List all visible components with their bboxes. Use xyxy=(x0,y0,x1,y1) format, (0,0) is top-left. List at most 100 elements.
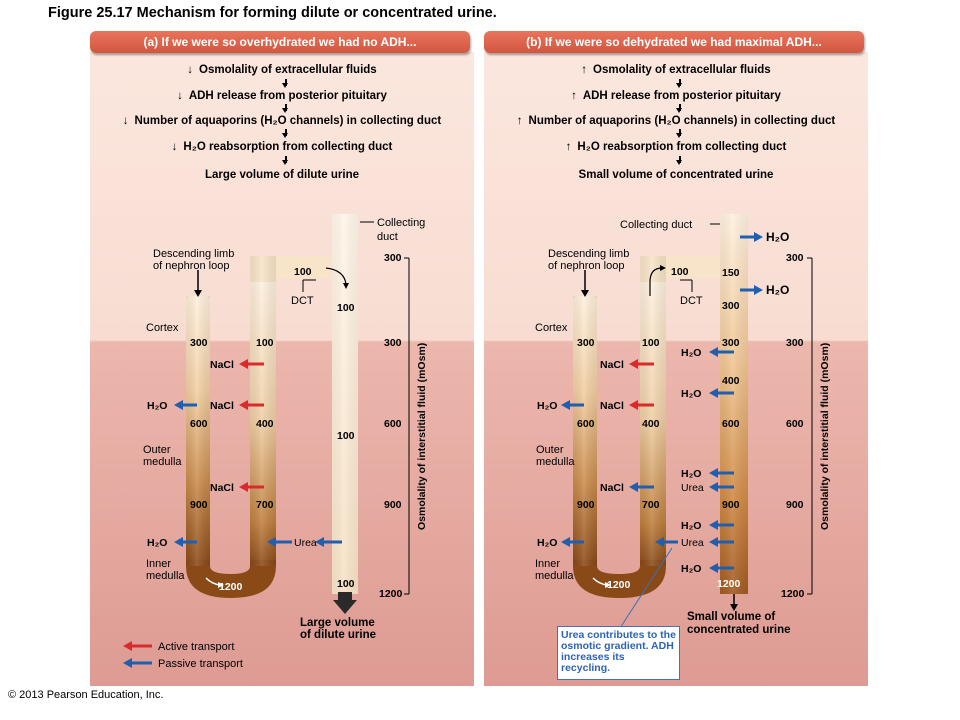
flow-connector-arrow xyxy=(676,79,682,88)
h2o-label: H₂O xyxy=(681,388,701,400)
panel-b-tubes xyxy=(573,214,813,629)
panel-a-duct-value: 100 xyxy=(337,430,355,442)
panel-a-duct-value: 100 xyxy=(337,578,355,590)
panel-a-background xyxy=(90,52,474,686)
panel-a-step-3: ↓ Number of aquaporins (H₂O channels) in … xyxy=(122,115,442,127)
panel-b-ascending-value: 700 xyxy=(642,499,660,511)
h2o-label: H₂O xyxy=(147,537,167,549)
h2o-label: H₂O xyxy=(681,347,701,359)
figure-title: Figure 25.17 Mechanism for forming dilut… xyxy=(48,5,497,21)
panel-a-step-1: ↓ Osmolality of extracellular fluids xyxy=(187,64,377,76)
h2o-label: H₂O xyxy=(537,537,557,549)
passive-transport-arrow xyxy=(315,537,342,547)
nacl-label: NaCl xyxy=(210,400,234,412)
panel-a-axis-value: 300 xyxy=(384,337,402,349)
urea-label: Urea xyxy=(681,482,704,494)
decrease-arrow-icon: ↓ xyxy=(171,141,178,153)
panel-b-duct-value: 400 xyxy=(722,375,740,387)
panel-b-axis-value: 600 xyxy=(786,418,804,430)
panel-a-axis-value: 900 xyxy=(384,499,402,511)
panel-b-inner-medulla-label: Inner medulla xyxy=(535,558,574,582)
nacl-label: NaCl xyxy=(210,482,234,494)
legend-passive-arrow xyxy=(123,658,152,668)
panel-a-duct-value: 100 xyxy=(337,302,355,314)
h2o-label: H₂O xyxy=(766,283,789,297)
panel-b-axis-value: 900 xyxy=(786,499,804,511)
urea-label: Urea xyxy=(681,537,704,549)
panel-a-header: (a) If we were so overhydrated we had no… xyxy=(90,31,470,53)
panel-b-axis-value: 300 xyxy=(786,252,804,264)
panel-b-outer-medulla-label: Outer medulla xyxy=(536,444,575,468)
legend-active-arrow xyxy=(123,641,152,651)
panel-b-step-2: ↑ ADH release from posterior pituitary xyxy=(571,90,781,102)
urea-label: Urea xyxy=(294,537,317,549)
panel-b-labels: Collecting duct Descending limb of nephro… xyxy=(535,219,831,636)
panel-a-inner-medulla-label: Inner medulla xyxy=(146,558,185,582)
h2o-label: H₂O xyxy=(681,520,701,532)
panel-a-header-text: (a) If we were so overhydrated we had no… xyxy=(143,35,417,49)
panel-a-descending-value: 600 xyxy=(190,418,208,430)
panel-b-collecting-duct-label: Collecting duct xyxy=(620,219,692,231)
panel-b-axis-value: 1200 xyxy=(781,588,805,600)
nacl-label: NaCl xyxy=(600,482,624,494)
passive-transport-arrow xyxy=(709,537,734,547)
panel-a-axis-value: 600 xyxy=(384,418,402,430)
flow-connector-arrow xyxy=(676,129,682,138)
panel-b-duct-value: 300 xyxy=(722,337,740,349)
panel-a-descending-limb-label: Descending limb of nephron loop xyxy=(153,248,234,272)
panel-a-outflow-arrow xyxy=(333,592,357,614)
panel-a-descending-value: 900 xyxy=(190,499,208,511)
panel-b-header: (b) If we were so dehydrated we had maxi… xyxy=(484,31,864,53)
panel-a-ascending-value: 400 xyxy=(256,418,274,430)
passive-transport-arrow xyxy=(561,400,584,410)
panel-b-descending-limb-label: Descending limb of nephron loop xyxy=(548,248,629,272)
flow-connector-arrow xyxy=(282,79,288,88)
increase-arrow-icon: ↑ xyxy=(581,64,588,76)
h2o-label: H₂O xyxy=(537,400,557,412)
passive-transport-arrow xyxy=(709,388,734,398)
panel-b-duct-value: 150 xyxy=(722,267,740,279)
h2o-label: H₂O xyxy=(681,468,701,480)
flow-connector-arrow xyxy=(282,156,288,165)
active-transport-arrow xyxy=(239,400,264,410)
h2o-label: H₂O xyxy=(147,400,167,412)
active-transport-arrow xyxy=(629,400,654,410)
nacl-label: NaCl xyxy=(210,359,234,371)
panel-b-descending-value: 600 xyxy=(577,418,595,430)
panel-b-ascending-value: 100 xyxy=(642,337,660,349)
passive-transport-arrow xyxy=(561,537,584,547)
passive-transport-arrow xyxy=(740,232,763,242)
decrease-arrow-icon: ↓ xyxy=(122,115,129,127)
passive-transport-arrow xyxy=(655,537,678,547)
panel-b-duct-value: 300 xyxy=(722,300,740,312)
transport-arrows xyxy=(123,232,763,668)
panel-a-descending-value: 300 xyxy=(190,337,208,349)
increase-arrow-icon: ↑ xyxy=(571,90,577,102)
panel-b-step-5: Small volume of concentrated urine xyxy=(578,169,774,181)
nacl-label: NaCl xyxy=(600,359,624,371)
panel-b-loop-bottom-value: 1200 xyxy=(607,579,631,591)
nacl-label: NaCl xyxy=(600,400,624,412)
active-transport-arrow xyxy=(629,359,654,369)
passive-transport-arrow xyxy=(174,400,197,410)
panel-b-background xyxy=(484,52,868,686)
panel-a-step-2: ↓ ADH release from posterior pituitary xyxy=(177,90,387,102)
panel-a-loop-bend xyxy=(186,560,276,598)
passive-transport-arrow xyxy=(174,537,197,547)
panel-b-axis-label: Osmolality of interstitial fluid (mOsm) xyxy=(819,343,831,530)
passive-transport-arrow xyxy=(709,482,734,492)
panel-a-step-5: Large volume of dilute urine xyxy=(205,169,359,181)
panel-a-outflow-label: Large volume of dilute urine xyxy=(300,617,376,641)
panel-b-cortex-label: Cortex xyxy=(535,322,568,334)
panel-a-collecting-duct-label: Collecting duct xyxy=(377,217,425,243)
panel-a-ascending-value: 700 xyxy=(256,499,274,511)
panel-b-duct-value: 900 xyxy=(722,499,740,511)
panel-a-dct-value: 100 xyxy=(294,266,312,278)
active-transport-arrow xyxy=(239,482,264,492)
panel-a-axis-value: 1200 xyxy=(379,588,403,600)
legend-active-label: Active transport xyxy=(158,641,234,653)
passive-transport-arrow xyxy=(709,563,734,573)
panel-b-step-3: ↑ Number of aquaporins (H₂O channels) in … xyxy=(516,115,836,127)
panel-a-labels: Collecting duct Descending limb of nephron… xyxy=(143,217,428,641)
panel-a-ascending-value: 100 xyxy=(256,337,274,349)
